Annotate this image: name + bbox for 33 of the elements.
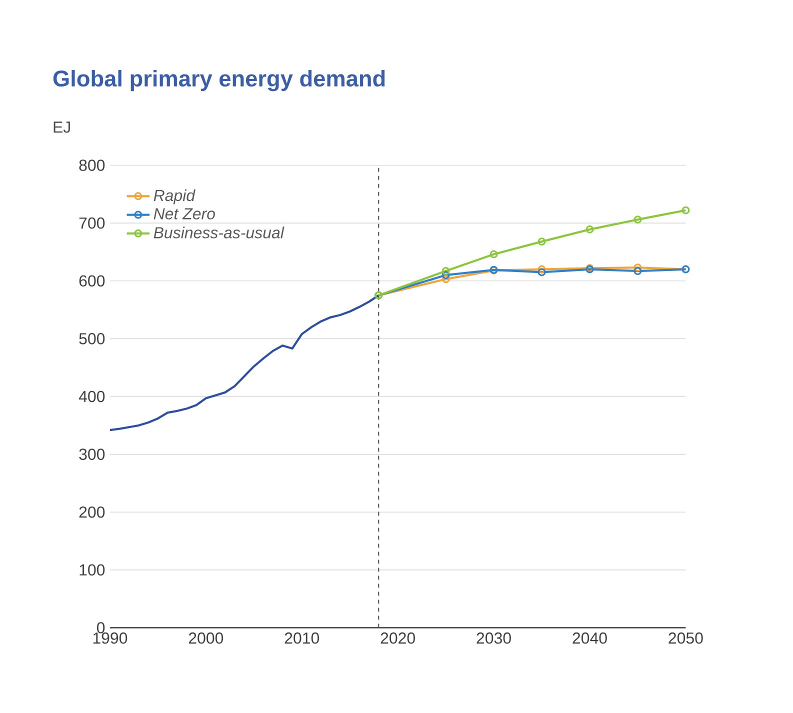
legend-label: Business-as-usual	[154, 226, 284, 238]
point	[586, 225, 594, 234]
x-tick-label: 2040	[572, 632, 607, 644]
y-axis-title: EJ	[54, 122, 70, 133]
y-tick-label: 0	[96, 622, 105, 634]
x-tick-label: 2010	[284, 632, 320, 644]
point	[634, 264, 642, 272]
point	[634, 267, 642, 276]
point	[442, 275, 450, 284]
y-tick-label: 500	[79, 333, 105, 344]
y-tick-label: 700	[79, 217, 105, 229]
y-tick-label: 200	[79, 506, 105, 518]
x-tick-label: 2000	[188, 632, 224, 644]
point	[442, 267, 450, 276]
y-tick-label: 300	[79, 448, 105, 460]
y-tick-label: 800	[79, 160, 105, 171]
chart-title: Global primary energy demand	[53, 70, 385, 92]
x-tick-label: 2020	[380, 632, 415, 644]
point	[538, 238, 546, 246]
legend-label: Net Zero	[154, 208, 215, 220]
x-tick-label: 1990	[93, 632, 128, 644]
y-tick-label: 400	[78, 390, 105, 402]
x-tick-label: 2050	[668, 632, 703, 644]
y-tick-label: 600	[79, 275, 105, 287]
point	[538, 268, 546, 276]
point	[538, 265, 546, 274]
point	[490, 250, 498, 258]
y-tick-label: 100	[80, 564, 105, 576]
legend-label: Rapid	[154, 189, 196, 204]
point	[442, 271, 450, 280]
point	[634, 216, 642, 224]
x-tick-label: 2030	[476, 632, 511, 644]
line-series	[108, 294, 380, 432]
